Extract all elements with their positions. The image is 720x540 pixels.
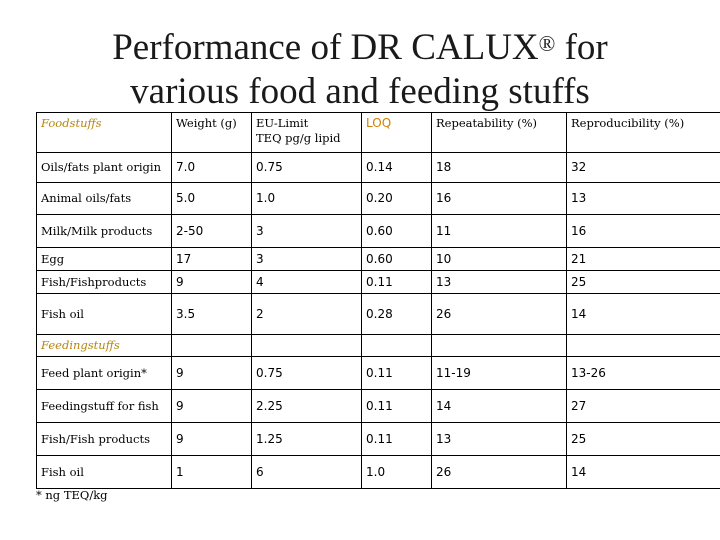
cell-loq: 0.60: [361, 247, 432, 271]
cell-repeatability: 10: [431, 247, 567, 271]
cell-weight: 1: [171, 455, 252, 489]
cell-name: Feed plant origin*: [36, 356, 172, 390]
cell-loq: 0.11: [361, 422, 432, 456]
cell-name: Fish/Fish products: [36, 422, 172, 456]
cell-repeatability: 14: [431, 389, 567, 423]
section-row: Feedingstuffs: [36, 334, 720, 357]
cell-name: Fish oil: [36, 455, 172, 489]
cell-name: Egg: [36, 247, 172, 271]
table-row: Fish oil 3.5 2 0.28 26 14: [36, 293, 720, 335]
cell-eu-limit: 0.75: [251, 152, 362, 183]
cell-reproducibility: 32: [566, 152, 720, 183]
cell-reproducibility: 13-26: [566, 356, 720, 390]
table-row: Feedingstuff for fish 9 2.25 0.11 14 27: [36, 389, 720, 423]
header-eu-limit-line2: TEQ pg/g lipid: [256, 131, 341, 145]
cell-repeatability: 11: [431, 214, 567, 248]
cell-repeatability: 13: [431, 270, 567, 294]
cell-repeatability: 26: [431, 293, 567, 335]
table-row: Milk/Milk products 2-50 3 0.60 11 16: [36, 214, 720, 248]
title-line1: Performance of DR CALUX: [112, 27, 539, 68]
cell-reproducibility: 21: [566, 247, 720, 271]
cell-loq: 0.20: [361, 182, 432, 215]
table-row: Oils/fats plant origin 7.0 0.75 0.14 18 32: [36, 152, 720, 183]
performance-table: Foodstuffs Weight (g) EU-Limit TEQ pg/g l…: [36, 112, 720, 489]
empty-cell: [566, 334, 720, 357]
cell-name: Animal oils/fats: [36, 182, 172, 215]
table-row: Feed plant origin* 9 0.75 0.11 11-19 13-26: [36, 356, 720, 390]
header-repeatability: Repeatability (%): [431, 112, 567, 153]
cell-loq: 0.11: [361, 270, 432, 294]
title-line2: various food and feeding stuffs: [130, 71, 590, 112]
cell-eu-limit: 2: [251, 293, 362, 335]
cell-name: Oils/fats plant origin: [36, 152, 172, 183]
cell-eu-limit: 1.0: [251, 182, 362, 215]
cell-weight: 9: [171, 389, 252, 423]
cell-reproducibility: 25: [566, 270, 720, 294]
header-weight: Weight (g): [171, 112, 252, 153]
header-loq: LOQ: [361, 112, 432, 153]
cell-repeatability: 16: [431, 182, 567, 215]
cell-reproducibility: 16: [566, 214, 720, 248]
table-row: Egg 17 3 0.60 10 21: [36, 247, 720, 271]
cell-reproducibility: 27: [566, 389, 720, 423]
slide-title: Performance of DR CALUX® for various foo…: [0, 26, 720, 114]
empty-cell: [361, 334, 432, 357]
cell-weight: 9: [171, 422, 252, 456]
cell-eu-limit: 4: [251, 270, 362, 294]
header-row: Foodstuffs Weight (g) EU-Limit TEQ pg/g l…: [36, 112, 720, 153]
cell-repeatability: 11-19: [431, 356, 567, 390]
cell-repeatability: 26: [431, 455, 567, 489]
header-foodstuffs: Foodstuffs: [36, 112, 172, 153]
cell-eu-limit: 6: [251, 455, 362, 489]
cell-reproducibility: 14: [566, 293, 720, 335]
cell-weight: 2-50: [171, 214, 252, 248]
cell-reproducibility: 13: [566, 182, 720, 215]
cell-repeatability: 13: [431, 422, 567, 456]
cell-name: Feedingstuff for fish: [36, 389, 172, 423]
cell-name: Milk/Milk products: [36, 214, 172, 248]
cell-weight: 9: [171, 270, 252, 294]
header-reproducibility: Reproducibility (%): [566, 112, 720, 153]
empty-cell: [431, 334, 567, 357]
cell-name: Fish oil: [36, 293, 172, 335]
empty-cell: [171, 334, 252, 357]
empty-cell: [251, 334, 362, 357]
section-label-feedingstuffs: Feedingstuffs: [36, 334, 172, 357]
title-line1-suffix: for: [555, 27, 608, 68]
cell-loq: 0.11: [361, 356, 432, 390]
cell-loq: 1.0: [361, 455, 432, 489]
cell-eu-limit: 2.25: [251, 389, 362, 423]
header-eu-limit-line1: EU-Limit: [256, 116, 309, 130]
registered-mark: ®: [538, 31, 556, 56]
cell-name: Fish/Fishproducts: [36, 270, 172, 294]
cell-loq: 0.28: [361, 293, 432, 335]
table-row: Fish oil 1 6 1.0 26 14: [36, 455, 720, 489]
cell-loq: 0.14: [361, 152, 432, 183]
header-eu-limit: EU-Limit TEQ pg/g lipid: [251, 112, 362, 153]
cell-repeatability: 18: [431, 152, 567, 183]
table-row: Fish/Fishproducts 9 4 0.11 13 25: [36, 270, 720, 294]
table-row: Fish/Fish products 9 1.25 0.11 13 25: [36, 422, 720, 456]
cell-reproducibility: 14: [566, 455, 720, 489]
cell-eu-limit: 3: [251, 247, 362, 271]
cell-weight: 3.5: [171, 293, 252, 335]
cell-loq: 0.11: [361, 389, 432, 423]
cell-reproducibility: 25: [566, 422, 720, 456]
cell-eu-limit: 1.25: [251, 422, 362, 456]
cell-weight: 17: [171, 247, 252, 271]
cell-loq: 0.60: [361, 214, 432, 248]
cell-weight: 5.0: [171, 182, 252, 215]
footnote: * ng TEQ/kg: [36, 488, 108, 502]
cell-weight: 9: [171, 356, 252, 390]
cell-eu-limit: 0.75: [251, 356, 362, 390]
cell-weight: 7.0: [171, 152, 252, 183]
table-row: Animal oils/fats 5.0 1.0 0.20 16 13: [36, 182, 720, 215]
cell-eu-limit: 3: [251, 214, 362, 248]
